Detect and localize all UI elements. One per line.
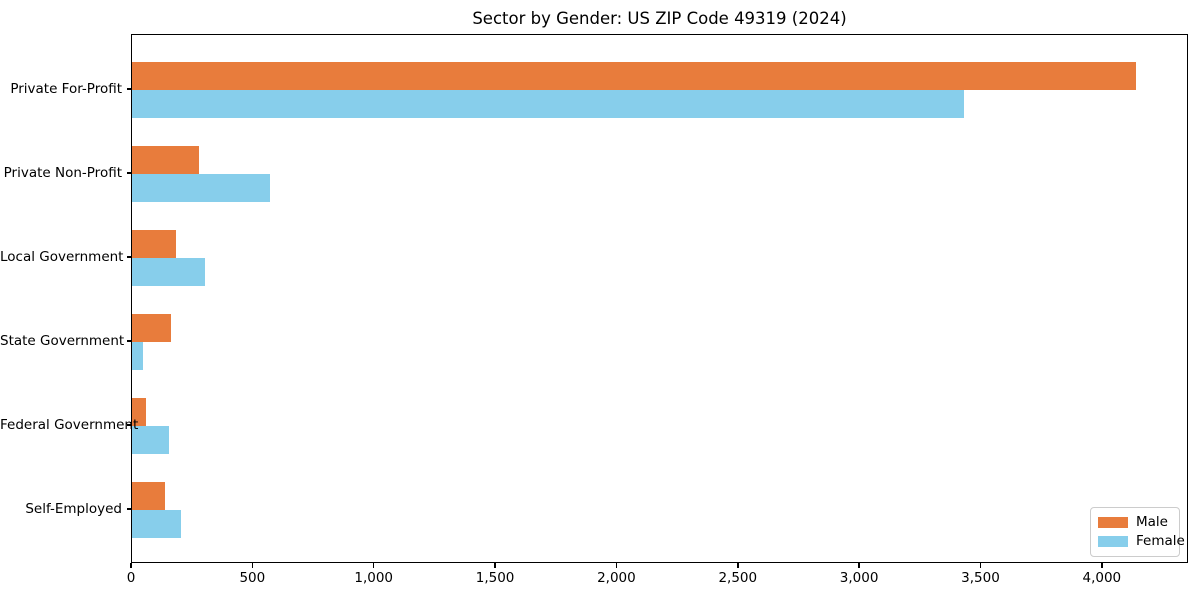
bar-female-self-employed [132,510,182,538]
x-tick-2000 [615,563,618,568]
y-tick-label-private-for-profit: Private For-Profit [10,81,122,97]
legend-item-female: Female [1098,534,1185,549]
y-tick-label-private-non-profit: Private Non-Profit [3,165,122,181]
x-tick-label-1500: 1,500 [475,570,515,586]
x-tick-4000 [1101,563,1103,568]
x-tick-1000 [372,563,375,568]
plot-area [131,34,1188,563]
y-tick-federal-government [126,424,131,426]
x-tick-label-3500: 3,500 [961,570,1000,586]
legend-label-female: Female [1136,533,1185,549]
bar-female-local-government [132,258,205,286]
bar-female-state-government [132,342,144,370]
x-tick-label-4000: 4,000 [1082,570,1122,586]
x-tick-label-3000: 3,000 [839,570,879,586]
y-tick-private-for-profit [126,88,131,90]
y-tick-label-local-government: Local Government [0,249,124,265]
y-tick-local-government [126,256,131,258]
x-tick-0 [130,563,132,568]
bar-male-self-employed [132,482,166,510]
bar-female-private-for-profit [132,90,965,118]
bar-male-private-non-profit [132,146,199,174]
x-tick-1500 [494,563,496,568]
x-tick-500 [251,563,254,568]
legend: Male Female [1090,507,1185,557]
legend-label-male: Male [1136,513,1168,530]
y-tick-label-federal-government: Federal Government [0,417,139,433]
female-color-swatch-icon [1098,536,1128,548]
bar-male-state-government [132,314,171,342]
y-tick-label-state-government: State Government [0,333,125,349]
x-tick-3000 [858,563,860,568]
male-color-swatch-icon [1098,516,1128,528]
bar-male-federal-government [132,398,147,426]
y-tick-self-employed [126,508,131,510]
bar-female-federal-government [132,426,170,454]
y-tick-label-self-employed: Self-Employed [25,501,122,517]
x-tick-label-2000: 2,000 [597,570,636,586]
x-tick-3500 [979,563,982,568]
bar-male-local-government [132,230,176,258]
x-tick-label-500: 500 [239,570,266,586]
x-tick-2500 [737,563,739,568]
legend-item-male: Male [1098,513,1172,530]
x-tick-label-1000: 1,000 [354,570,394,586]
chart-title: Sector by Gender: US ZIP Code 49319 (202… [472,9,847,28]
x-tick-label-0: 0 [126,570,136,586]
y-tick-state-government [126,340,131,342]
bar-female-private-non-profit [132,174,271,202]
bar-male-private-for-profit [132,62,1136,90]
y-tick-private-non-profit [126,172,131,174]
x-tick-label-2500: 2,500 [718,570,758,586]
